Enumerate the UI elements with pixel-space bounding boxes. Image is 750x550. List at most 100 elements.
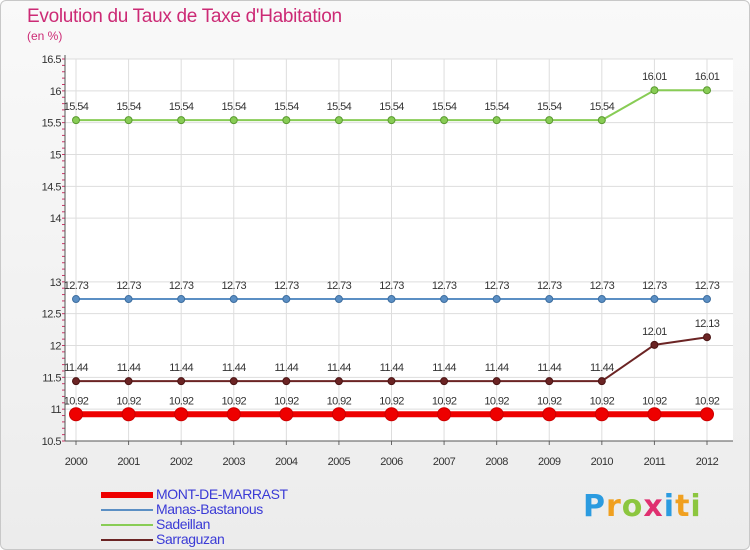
data-label: 10.92	[221, 395, 246, 407]
x-tick-label: 2008	[485, 456, 508, 468]
y-tick-label: 11.5	[42, 372, 61, 384]
data-point	[282, 377, 291, 386]
logo-letter: i	[663, 489, 676, 524]
data-point	[650, 295, 659, 304]
x-tick-label: 2009	[538, 456, 561, 468]
data-label: 11.44	[485, 362, 509, 374]
data-label: 15.54	[537, 101, 562, 113]
data-label: 10.92	[642, 395, 667, 407]
data-label: 12.73	[169, 280, 194, 292]
data-point	[177, 377, 186, 386]
data-point	[72, 377, 80, 386]
data-label: 10.92	[379, 395, 404, 407]
data-point	[282, 116, 291, 125]
data-point	[492, 295, 501, 304]
data-point	[174, 407, 189, 422]
data-point	[229, 116, 238, 125]
x-tick-label: 2002	[170, 456, 193, 468]
legend-label: Manas-Bastanous	[156, 501, 263, 517]
y-tick-label: 10.5	[42, 436, 62, 448]
logo-letter: r	[606, 489, 622, 524]
data-point	[492, 377, 501, 386]
logo-letter: i	[690, 489, 702, 524]
data-point	[489, 407, 504, 422]
data-point	[124, 377, 133, 386]
data-point	[440, 116, 449, 125]
data-point	[387, 116, 396, 125]
data-label: 10.92	[64, 395, 89, 407]
data-label: 12.73	[221, 280, 246, 292]
data-point	[594, 407, 609, 422]
data-label: 15.54	[327, 101, 352, 113]
logo-letter: x	[643, 489, 664, 524]
y-tick-label: 15	[50, 150, 62, 162]
data-label: 10.92	[537, 395, 562, 407]
data-label: 11.44	[169, 362, 193, 374]
data-label: 12.01	[642, 326, 667, 338]
logo-letter: o	[621, 489, 644, 524]
data-point	[387, 377, 396, 386]
legend-swatch	[101, 509, 153, 511]
data-point	[650, 340, 659, 349]
x-tick-label: 2000	[65, 456, 88, 468]
data-point	[647, 407, 662, 422]
data-point	[492, 116, 501, 125]
y-tick-label: 13	[50, 277, 62, 289]
x-tick-label: 2001	[117, 456, 140, 468]
y-tick-label: 16.5	[42, 54, 62, 66]
data-label: 15.54	[116, 101, 141, 113]
logo-letter: t	[675, 489, 691, 524]
data-point	[440, 295, 449, 304]
data-point	[545, 377, 554, 386]
x-tick-label: 2004	[275, 456, 298, 468]
plot-area	[65, 59, 733, 441]
data-label: 15.54	[590, 101, 615, 113]
data-label: 10.92	[274, 395, 299, 407]
data-point	[334, 116, 343, 125]
data-point	[124, 116, 133, 125]
y-tick-label: 11	[51, 404, 62, 416]
legend-swatch	[101, 524, 153, 526]
y-tick-label: 14	[50, 213, 62, 225]
x-tick-label: 2012	[696, 456, 719, 468]
data-label: 15.54	[432, 101, 457, 113]
data-label: 10.92	[116, 395, 141, 407]
data-label: 16.01	[642, 71, 667, 83]
data-point	[124, 295, 133, 304]
data-point	[597, 295, 606, 304]
data-label: 12.73	[274, 280, 299, 292]
data-point	[700, 407, 714, 422]
chart-subtitle: (en %)	[27, 29, 63, 43]
data-label: 11.44	[327, 362, 351, 374]
data-label: 10.92	[590, 395, 615, 407]
data-point	[440, 377, 449, 386]
data-point	[387, 295, 396, 304]
data-point	[177, 295, 186, 304]
data-label: 12.73	[484, 280, 509, 292]
data-point	[334, 377, 343, 386]
data-label: 11.44	[590, 362, 614, 374]
data-point	[279, 407, 294, 422]
y-tick-label: 12.5	[42, 309, 62, 321]
data-point	[545, 295, 554, 304]
x-tick-label: 2003	[223, 456, 246, 468]
data-point	[72, 295, 80, 304]
data-point	[597, 377, 606, 386]
legend-label: Sarraguzan	[156, 531, 225, 547]
y-tick-label: 12	[50, 341, 62, 353]
x-tick-label: 2005	[328, 456, 351, 468]
data-label: 15.54	[274, 101, 299, 113]
data-label: 15.54	[484, 101, 509, 113]
data-point	[331, 407, 346, 422]
data-label: 12.73	[327, 280, 352, 292]
data-label: 11.44	[380, 362, 404, 374]
data-label: 12.73	[537, 280, 562, 292]
legend-swatch	[101, 492, 153, 498]
y-tick-label: 14.5	[42, 181, 62, 193]
data-label: 16.01	[695, 71, 720, 83]
data-label: 10.92	[327, 395, 352, 407]
data-point	[69, 407, 83, 422]
data-point	[542, 407, 557, 422]
chart-title: Evolution du Taux de Taxe d'Habitation	[27, 6, 342, 27]
